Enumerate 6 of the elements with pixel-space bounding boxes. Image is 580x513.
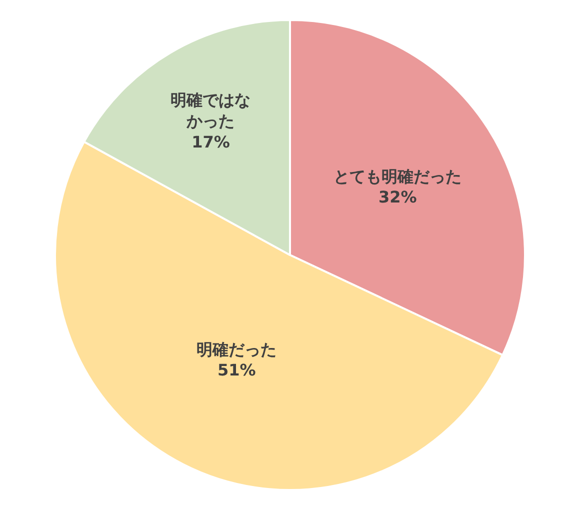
slice-label: 明確だった <box>196 340 277 359</box>
data-label: 32% <box>378 188 417 207</box>
data-label: 17% <box>192 132 230 152</box>
slice-label: 明確ではなかった <box>170 90 251 130</box>
slice-label: とても明確だった <box>334 166 462 186</box>
data-label: 51% <box>218 360 256 380</box>
